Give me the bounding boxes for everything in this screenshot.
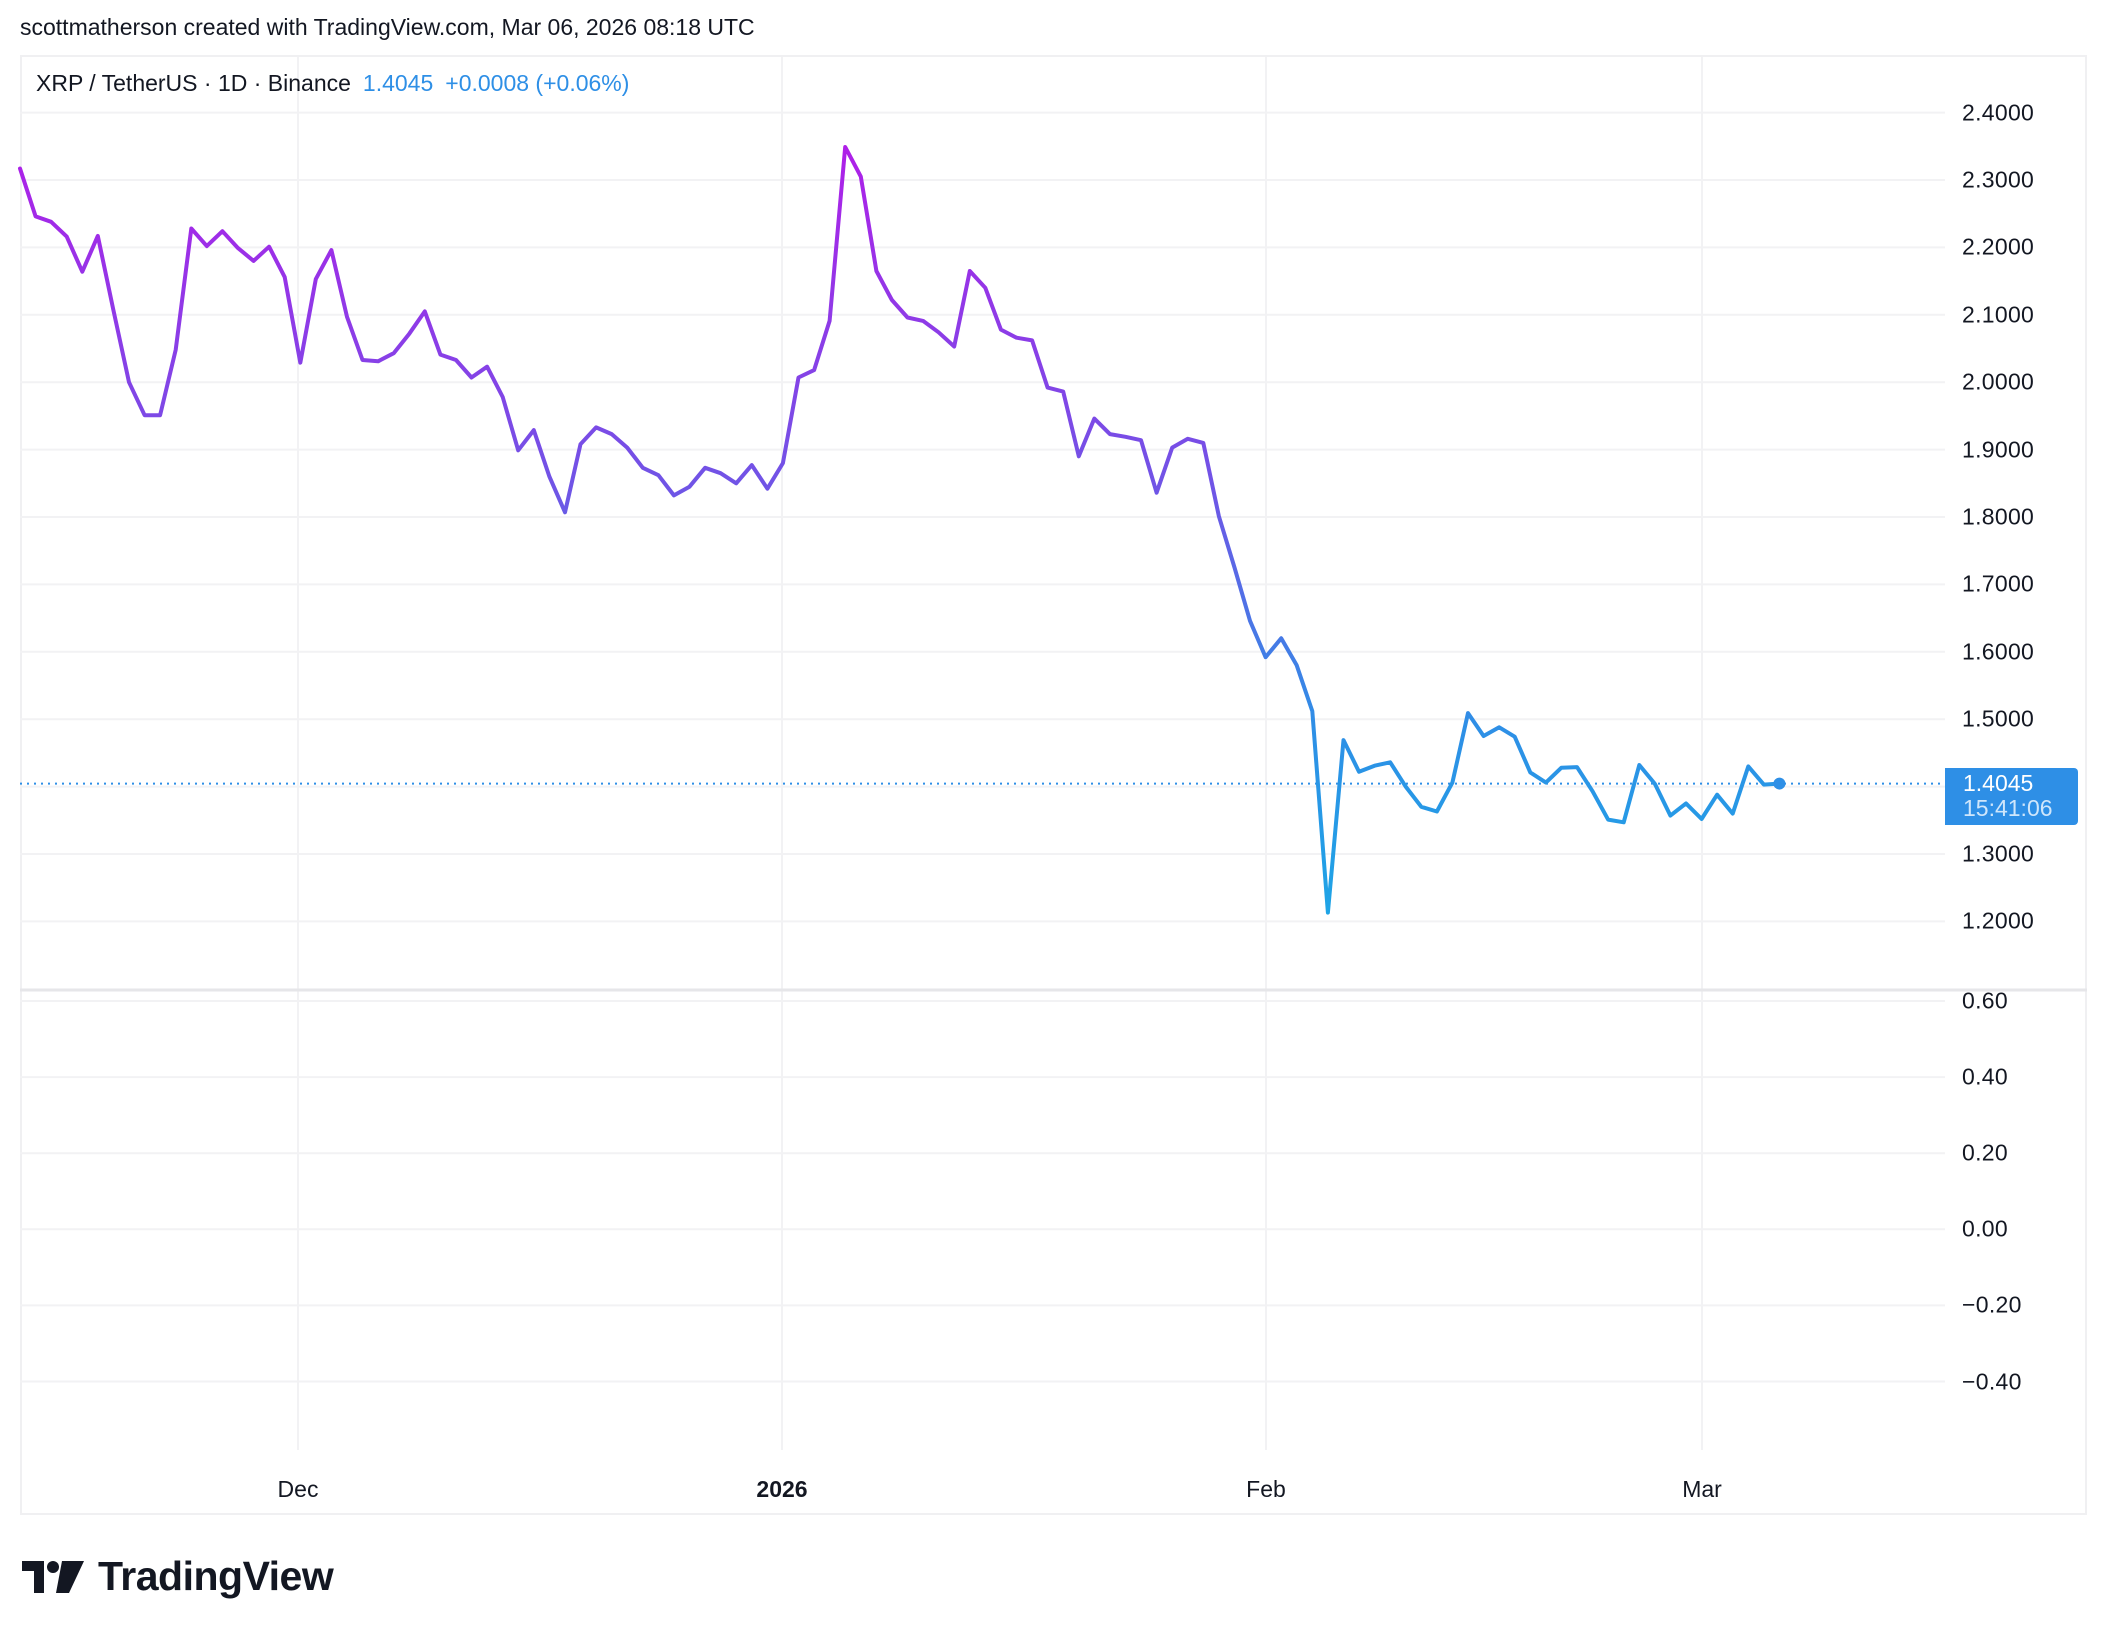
lower-axis-label: 0.40 xyxy=(1962,1063,2008,1090)
price-axis-label: 1.3000 xyxy=(1962,840,2035,867)
bar-countdown: 15:41:06 xyxy=(1963,795,2053,821)
price-axis-label: 1.5000 xyxy=(1962,705,2035,732)
price-axis-label: 1.9000 xyxy=(1962,436,2035,463)
price-axis-label: 2.0000 xyxy=(1962,368,2035,395)
price-axis-label: 2.4000 xyxy=(1962,99,2035,126)
tradingview-logo-icon xyxy=(22,1560,84,1593)
symbol-legend[interactable]: XRP / TetherUS · 1D · Binance 1.4045 +0.… xyxy=(36,70,629,97)
time-axis-label: Feb xyxy=(1246,1476,1286,1502)
price-axis-label: 2.3000 xyxy=(1962,166,2035,193)
tradingview-logo[interactable]: TradingView xyxy=(22,1553,334,1600)
price-tag-value: 1.4045 xyxy=(1963,770,2034,796)
price-line xyxy=(18,145,1782,915)
lower-axis-label: 0.20 xyxy=(1962,1139,2008,1166)
price-axis-label: 1.8000 xyxy=(1962,503,2035,530)
time-axis-label: Dec xyxy=(277,1476,319,1502)
last-price-tag: 1.4045 15:41:06 xyxy=(1945,768,2078,825)
price-axis-label: 2.1000 xyxy=(1962,301,2035,328)
chart-frame xyxy=(20,55,2087,1515)
symbol-title: XRP / TetherUS · 1D · Binance xyxy=(36,70,351,96)
price-axis-label: 1.6000 xyxy=(1962,638,2035,665)
last-price-dot xyxy=(1773,777,1786,790)
price-change: +0.0008 (+0.06%) xyxy=(445,70,630,96)
lower-axis-label: 0.00 xyxy=(1962,1215,2008,1242)
price-axis-label: 1.7000 xyxy=(1962,570,2035,597)
price-axis-label: 1.2000 xyxy=(1962,907,2035,934)
price-axis-label: 2.2000 xyxy=(1962,233,2035,260)
grid-lines xyxy=(20,57,1945,1450)
lower-axis-label: 0.60 xyxy=(1962,987,2008,1014)
time-axis-label: Mar xyxy=(1682,1476,1722,1502)
time-axis-label: 2026 xyxy=(756,1476,808,1502)
watermark-credit: scottmatherson created with TradingView.… xyxy=(20,14,755,40)
tradingview-logo-text: TradingView xyxy=(98,1553,334,1599)
lower-axis-label: −0.40 xyxy=(1962,1368,2022,1394)
lower-axis-label: −0.20 xyxy=(1962,1291,2022,1318)
last-price: 1.4045 xyxy=(362,70,434,96)
